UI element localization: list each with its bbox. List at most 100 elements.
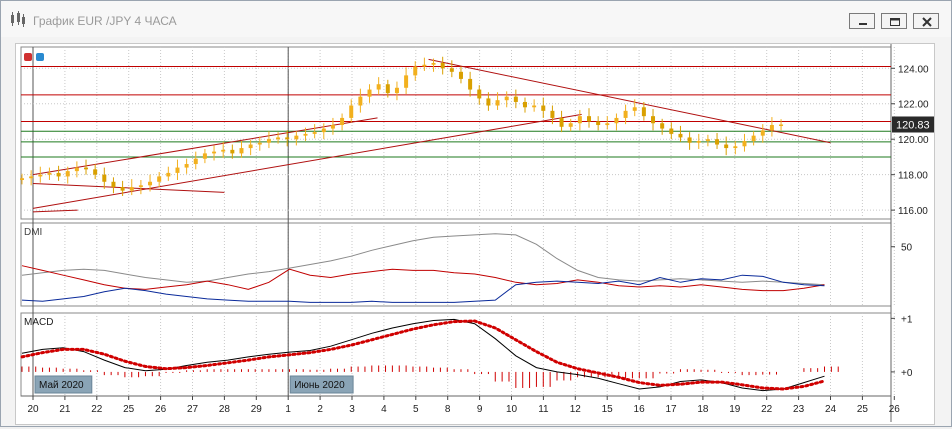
candle-body [257, 142, 262, 145]
dmi-title: DMI [24, 227, 42, 238]
candle-body [330, 125, 335, 129]
month-tag-label: Июнь 2020 [294, 380, 345, 391]
date-tick-label: 8 [445, 404, 451, 415]
candle-body [760, 130, 765, 136]
macd-title: MACD [24, 317, 53, 328]
candle-body [742, 140, 747, 147]
macd-signal-line [20, 319, 826, 391]
candle-body [477, 89, 482, 99]
close-button[interactable] [913, 13, 939, 29]
date-tick-label: 15 [602, 404, 614, 415]
candle-body [367, 89, 372, 97]
candle-body [84, 167, 89, 170]
dmi-tick-label: 50 [901, 243, 913, 254]
candle-body [468, 78, 473, 90]
candle-body [486, 98, 491, 106]
candle-body [221, 149, 226, 152]
candle-body [495, 100, 500, 106]
candle-body [458, 71, 463, 79]
candle-body [404, 75, 409, 88]
date-tick-label: 28 [219, 404, 231, 415]
trendline [32, 113, 582, 209]
date-tick-label: 1 [285, 404, 291, 415]
candle-body [678, 133, 683, 138]
date-tick-label: 20 [27, 404, 39, 415]
candle-body [276, 137, 281, 140]
date-tick-label: 25 [857, 404, 869, 415]
close-icon [922, 17, 932, 27]
candle-body [212, 151, 217, 154]
candle-body [769, 125, 774, 131]
candle-body [285, 137, 290, 140]
candle-body [779, 124, 784, 126]
date-tick-label: 27 [187, 404, 199, 415]
month-tag [34, 375, 93, 394]
date-tick-label: 26 [889, 404, 901, 415]
trendline [32, 117, 378, 176]
candle-body [660, 123, 665, 129]
chart-svg[interactable]: 124.00 122.00 120.00 118.00 116.00 120.83 DMI 5… [16, 44, 934, 424]
candle-body [340, 117, 345, 126]
price-tick-label: 124.00 [898, 64, 929, 75]
candle-body [705, 139, 710, 141]
candle-body [632, 107, 637, 111]
candle-body [431, 62, 436, 65]
candle-body [157, 176, 162, 182]
price-tick-label: 120.00 [898, 135, 929, 146]
month-tag-label: Май 2020 [39, 380, 84, 391]
dmi-series-line [21, 274, 825, 303]
minimize-button[interactable] [849, 13, 875, 29]
date-tick-label: 26 [155, 404, 167, 415]
date-tick-label: 5 [413, 404, 419, 415]
candle-body [266, 139, 271, 143]
candle-body [696, 140, 701, 143]
macd-tick-label: +0 [901, 368, 913, 379]
candle-body [175, 167, 180, 173]
date-tick-label: 29 [251, 404, 263, 415]
candle-body [56, 172, 61, 177]
candle-body [38, 174, 43, 177]
candle-body [522, 101, 527, 108]
trendline [428, 58, 831, 144]
candle-body [568, 123, 573, 127]
date-tick-label: 21 [59, 404, 71, 415]
date-tick-label: 11 [538, 404, 549, 415]
candle-body [248, 144, 253, 149]
blue-marker-icon[interactable] [36, 53, 44, 61]
date-tick-label: 19 [729, 404, 741, 415]
month-tag [289, 375, 354, 394]
dmi-series-line [21, 233, 825, 286]
candle-body [641, 107, 646, 117]
candle-body [733, 146, 738, 149]
macd-panel [20, 312, 892, 397]
window-title: График EUR /JPY 4 ЧАСА [33, 14, 177, 28]
candle-body [47, 172, 52, 175]
price-panel [20, 46, 892, 220]
candle-body [193, 158, 198, 165]
candle-body [715, 139, 720, 145]
candle-body [669, 128, 674, 134]
candle-body [230, 149, 235, 154]
date-tick-label: 9 [477, 404, 483, 415]
candle-body [541, 105, 546, 111]
restore-button[interactable] [881, 13, 907, 29]
chart-area[interactable]: 124.00 122.00 120.00 118.00 116.00 120.83 DMI 5… [15, 43, 935, 425]
price-tick-label: 116.00 [898, 206, 928, 217]
candle-body [614, 117, 619, 124]
title-bar[interactable]: График EUR /JPY 4 ЧАСА [1, 1, 951, 37]
candle-body [29, 176, 34, 179]
red-marker-icon[interactable] [24, 53, 32, 61]
candle-body [550, 110, 555, 118]
date-tick-label: 3 [349, 404, 355, 415]
restore-icon [890, 18, 900, 26]
last-price-label: 120.83 [896, 119, 930, 131]
candle-body [440, 62, 445, 69]
candle-body [422, 64, 427, 67]
date-tick-label: 2 [317, 404, 323, 415]
date-tick-label: 4 [381, 404, 387, 415]
date-tick-label: 17 [665, 404, 677, 415]
candle-body [148, 181, 153, 186]
candle-body [504, 96, 509, 101]
date-tick-label: 12 [570, 404, 582, 415]
